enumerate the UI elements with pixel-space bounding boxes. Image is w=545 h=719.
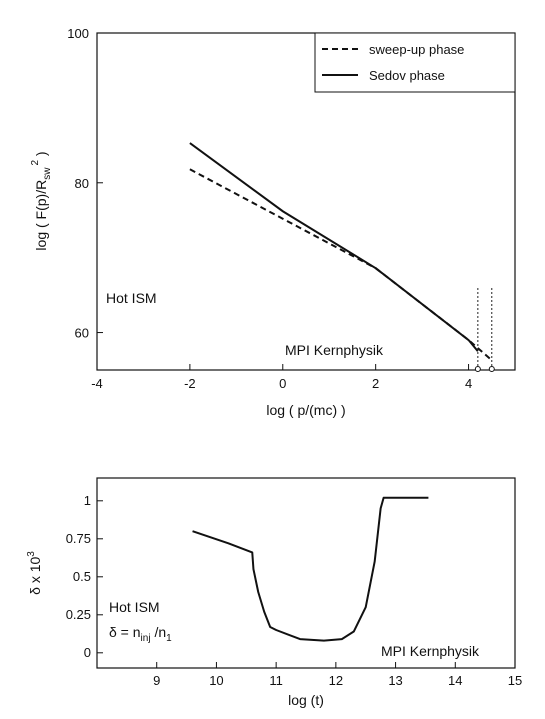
top-series-line-sweep-up — [189, 168, 493, 362]
top-annotation-hot-ism: Hot ISM — [106, 290, 157, 306]
bottom-x-tick-label: 11 — [269, 673, 283, 688]
bottom-y-tick-label: 0.75 — [66, 531, 91, 546]
bottom-plot-frame — [96, 477, 516, 669]
top-y-tick-label: 80 — [75, 176, 89, 191]
legend-label-sweep: sweep-up phase — [369, 42, 464, 57]
top-y-label-sup: 2 — [30, 160, 41, 166]
bottom-y-label-main: δ x 10 — [27, 557, 43, 595]
bottom-x-tick-label: 9 — [153, 673, 160, 688]
bottom-y-tick-label: 0 — [84, 645, 91, 660]
bottom-y-tick-label: 1 — [84, 493, 91, 508]
top-series-group — [189, 142, 493, 362]
top-x-tick-label: -4 — [91, 376, 103, 391]
bottom-annotation-mpi: MPI Kernphysik — [381, 643, 480, 659]
top-x-tick-label: 4 — [465, 376, 472, 391]
bottom-x-tick-label: 14 — [448, 673, 462, 688]
top-x-tick-label: 2 — [372, 376, 379, 391]
bottom-x-ticks: 9 10 11 12 13 14 15 — [153, 662, 522, 688]
top-y-label-main: log ( F(p)/R — [33, 180, 49, 251]
top-annotation-mpi: MPI Kernphysik — [285, 342, 384, 358]
legend-box — [314, 32, 516, 93]
top-marker-circle — [488, 366, 495, 372]
bottom-x-tick-label: 10 — [209, 673, 223, 688]
top-y-label-end: ) — [33, 151, 49, 160]
top-chart: -4 -2 0 2 4 60 80 100 sweep-up phase Sedov pha… — [30, 26, 516, 418]
bottom-y-tick-label: 0.25 — [66, 607, 91, 622]
top-y-tick-label: 100 — [67, 26, 89, 41]
bottom-series-group — [192, 496, 429, 642]
bottom-y-label-sup: 3 — [26, 551, 37, 557]
bottom-x-tick-label: 13 — [388, 673, 402, 688]
top-marker-group — [474, 288, 495, 372]
delta-main: δ = n — [109, 624, 141, 640]
top-legend: sweep-up phase Sedov phase — [314, 32, 516, 93]
bottom-y-tick-label: 0.5 — [73, 569, 91, 584]
delta-sub1: inj — [141, 633, 151, 644]
delta-mid: /n — [151, 624, 167, 640]
legend-label-sedov: Sedov phase — [369, 68, 445, 83]
bottom-y-axis-label: δ x 103 — [26, 551, 43, 595]
top-x-tick-label: 0 — [279, 376, 286, 391]
top-y-axis-label: log ( F(p)/Rsw2 ) — [30, 151, 53, 250]
bottom-annotation-hot-ism: Hot ISM — [109, 599, 160, 615]
top-x-ticks: -4 -2 0 2 4 — [91, 364, 472, 391]
bottom-annotation-delta: δ = ninj /n1 — [109, 624, 172, 644]
bottom-series-line — [192, 496, 429, 642]
top-x-tick-label: -2 — [184, 376, 196, 391]
bottom-y-ticks: 0 0.25 0.5 0.75 1 — [66, 493, 103, 660]
bottom-chart: 9 10 11 12 13 14 15 00.250.50.751 Hot ISM δ = … — [26, 477, 522, 708]
top-x-axis-label: log ( p/(mc) ) — [266, 402, 345, 418]
bottom-x-tick-label: 12 — [329, 673, 343, 688]
top-y-tick-label: 60 — [75, 326, 89, 341]
bottom-x-axis-label: log (t) — [288, 692, 324, 708]
top-marker-circle — [474, 366, 481, 372]
top-series-line-sedov — [189, 142, 479, 352]
top-plot-frame — [96, 32, 516, 371]
delta-sub2: 1 — [166, 633, 172, 644]
bottom-x-tick-label: 15 — [508, 673, 522, 688]
top-y-ticks: 60 80 100 — [67, 26, 103, 341]
top-y-label-sub: sw — [42, 167, 53, 180]
